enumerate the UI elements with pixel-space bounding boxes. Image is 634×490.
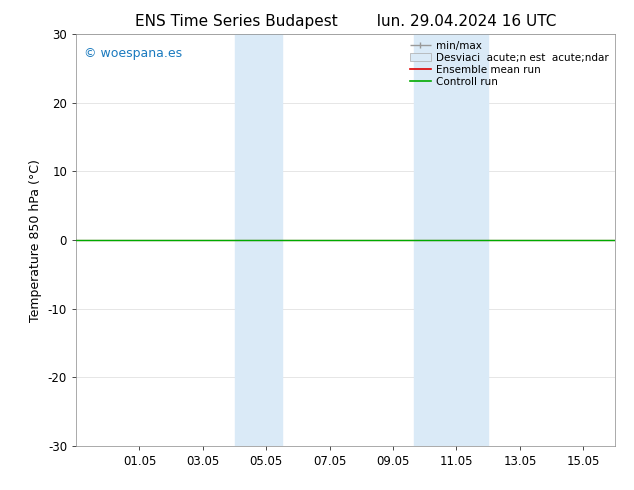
Bar [415, 34, 488, 446]
Bar [235, 34, 282, 446]
Y-axis label: Temperature 850 hPa (°C): Temperature 850 hPa (°C) [29, 159, 42, 321]
Legend: min/max, Desviaci  acute;n est  acute;ndar, Ensemble mean run, Controll run: min/max, Desviaci acute;n est acute;ndar… [407, 37, 612, 90]
Text: © woespana.es: © woespana.es [84, 47, 183, 60]
Title: ENS Time Series Budapest        lun. 29.04.2024 16 UTC: ENS Time Series Budapest lun. 29.04.2024… [135, 14, 556, 29]
